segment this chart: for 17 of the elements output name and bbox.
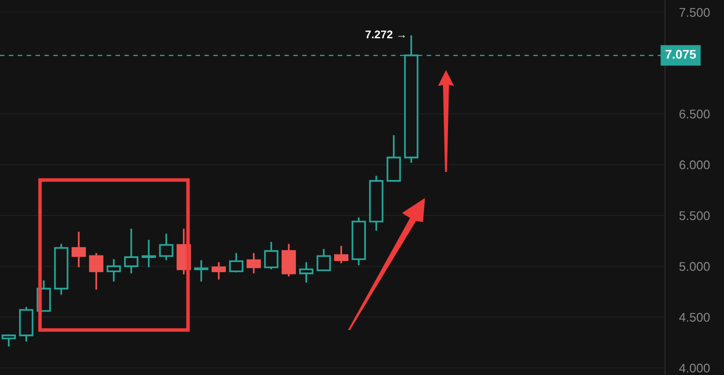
candlestick	[334, 245, 348, 264]
ref-line-label: 7.075	[666, 50, 696, 59]
y-tick-label: 7.500	[680, 8, 710, 17]
candlestick	[72, 230, 86, 268]
y-tick-label: 4.000	[679, 364, 710, 373]
candlestick	[159, 232, 174, 261]
y-tick-label: 6.500	[680, 110, 710, 118]
y-tick-label: 5.000	[679, 262, 710, 271]
candlestick	[282, 243, 296, 278]
candlestick	[212, 261, 226, 280]
y-tick-label: 5.500	[679, 211, 710, 220]
candlestick	[246, 252, 261, 274]
y-tick-label: 4.500	[679, 312, 710, 322]
annotation: 7.272 →	[366, 30, 405, 38]
y-tick-label: 6.000	[680, 160, 710, 170]
candlestick	[2, 334, 16, 348]
candlestick	[89, 252, 104, 290]
